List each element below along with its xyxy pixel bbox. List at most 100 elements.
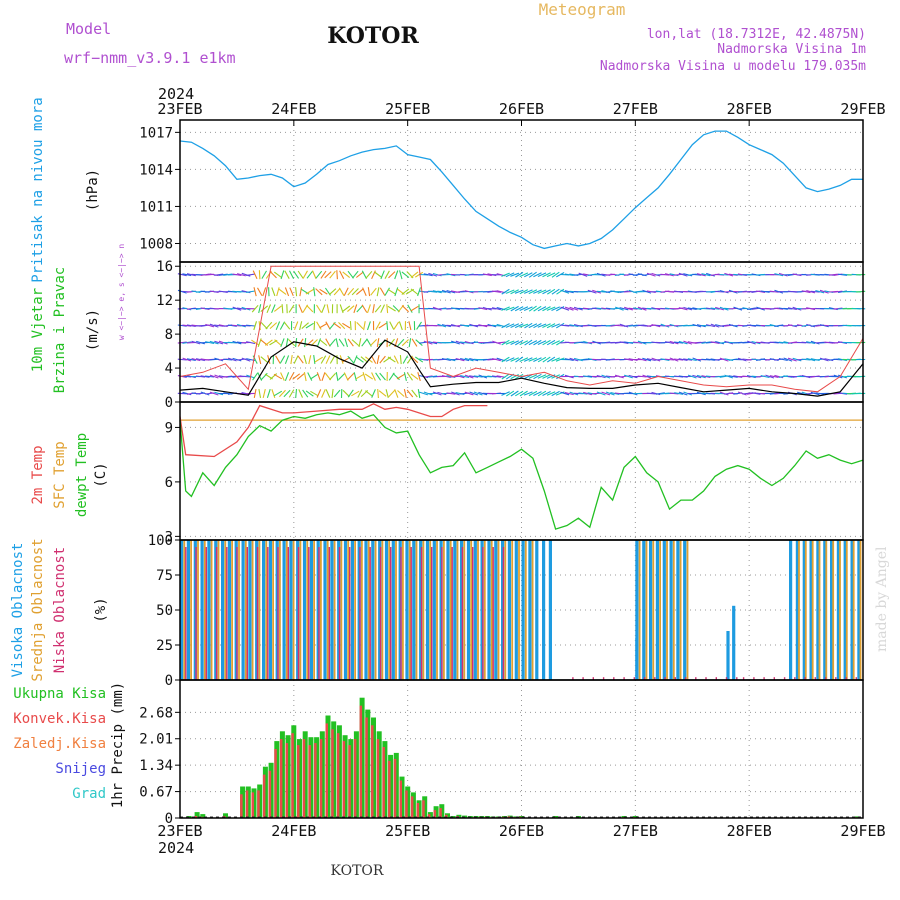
wind-arrow	[446, 289, 456, 294]
wind-arrow	[505, 340, 515, 345]
wind-arrow	[283, 321, 291, 330]
wind-arrow	[619, 323, 629, 328]
cloud-low-bar	[592, 677, 594, 680]
wind-arrow	[564, 273, 574, 277]
wind-arrow	[446, 357, 456, 362]
cloud-low-bar	[824, 677, 827, 680]
cloud-high-bar	[316, 540, 320, 680]
wind-arrow	[478, 374, 488, 379]
wind-arrow	[473, 391, 483, 396]
wind-arrow	[519, 323, 529, 328]
wind-arrow	[361, 338, 368, 347]
wind-arrow	[637, 306, 647, 311]
wind-arrow	[257, 287, 263, 296]
cloud-mid-bar	[531, 540, 534, 680]
cloud-high-bar	[330, 540, 334, 680]
wind-arrow	[393, 321, 400, 330]
wind-arrow	[815, 289, 825, 294]
wind-arrow	[473, 341, 483, 345]
wind-arrow	[683, 391, 693, 396]
wind-arrow	[367, 287, 371, 297]
wind-arrow	[556, 306, 565, 312]
wind-arrow	[674, 290, 684, 293]
wind-arrow	[542, 306, 551, 312]
wind-arrow	[646, 272, 656, 277]
cloud-high-bar	[635, 638, 639, 680]
cloud-high-bar	[487, 540, 491, 680]
wind-arrow	[182, 357, 192, 362]
precip-conv-bar	[393, 758, 397, 818]
cloud-high-bar	[843, 540, 847, 680]
cloud-mid-bar	[804, 540, 807, 680]
wind-arrow	[833, 290, 843, 293]
wind-arrow	[523, 306, 533, 312]
wind-arrow	[407, 304, 413, 313]
precip-conv-bar	[279, 739, 283, 818]
cloud-low-bar	[297, 547, 300, 680]
wind-arrow	[370, 355, 377, 364]
wind-arrow	[182, 273, 192, 277]
wind-arrow	[266, 304, 272, 314]
wind-arrow	[460, 375, 470, 379]
cloud-low-bar	[349, 547, 351, 680]
wind-arrow	[191, 340, 201, 345]
cloud-low-bar	[763, 677, 765, 680]
wind-arrow	[546, 391, 556, 396]
cloud-mid-bar	[388, 540, 391, 680]
wind-arrow	[353, 304, 358, 314]
wind-arrow	[342, 322, 351, 329]
wind-arrow	[290, 355, 293, 365]
wind-arrow	[258, 389, 262, 398]
cloud-mid-bar	[203, 540, 206, 680]
wind-arrow	[365, 270, 373, 279]
precip-conv-bar	[371, 725, 374, 818]
precip-conv-bar	[348, 745, 351, 818]
wind-arrow	[205, 323, 215, 328]
wind-arrow	[837, 273, 848, 276]
y-tick-label: 100	[148, 533, 173, 549]
wind-arrow	[209, 323, 219, 328]
wind-arrow	[601, 374, 611, 379]
wind-arrow	[288, 304, 295, 313]
wind-arrow	[284, 287, 290, 297]
wind-arrow	[428, 341, 438, 345]
wind-arrow	[505, 306, 515, 311]
cloud-mid-bar	[320, 540, 322, 680]
cloud-high-bar	[296, 540, 300, 680]
cloud-high-bar	[446, 540, 450, 680]
wind-arrow	[533, 339, 542, 346]
wind-arrow	[451, 391, 460, 396]
wind-arrow	[419, 391, 429, 396]
wind-arrow	[651, 272, 661, 277]
wind-arrow	[246, 324, 256, 327]
cloud-low-bar	[835, 677, 837, 680]
cloud-high-bar	[378, 540, 382, 680]
wind-arrow	[564, 374, 574, 379]
cloud-high-bar	[683, 540, 687, 680]
wind-arrow	[806, 323, 816, 328]
wind-arrow	[423, 273, 433, 277]
wind-arrow	[555, 357, 565, 362]
wind-arrow	[455, 374, 465, 379]
cloud-high-bar	[214, 540, 218, 680]
precip-conv-bar	[353, 739, 357, 818]
cloud-low-bar	[794, 677, 796, 680]
wind-arrow	[819, 324, 829, 328]
wind-arrow	[252, 355, 258, 364]
cloud-low-bar	[582, 677, 584, 680]
cloud-low-bar	[441, 547, 443, 680]
wind-arrow	[267, 355, 271, 365]
panel-frame-4	[179, 679, 864, 819]
wind-arrow	[257, 338, 262, 347]
cloud-low-bar	[461, 547, 464, 680]
wind-arrow	[487, 323, 497, 328]
wind-arrow	[408, 321, 412, 331]
wind-arrow	[342, 305, 351, 312]
wind-arrow	[338, 322, 346, 330]
cloud-low-bar	[267, 547, 269, 680]
cloud-low-bar	[215, 547, 218, 680]
wind-arrow	[402, 355, 409, 364]
wind-arrow	[651, 323, 661, 328]
wind-arrow	[547, 288, 556, 295]
cloud-high-bar	[507, 540, 511, 680]
